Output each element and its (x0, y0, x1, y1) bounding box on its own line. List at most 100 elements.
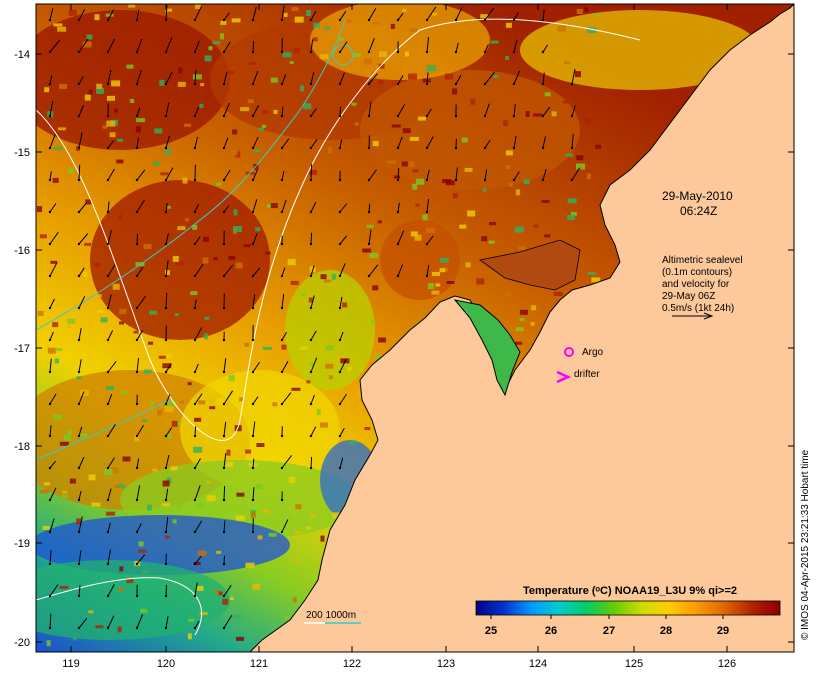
velocity-arrow (513, 135, 517, 149)
velocity-arrow (310, 357, 318, 373)
sst-pixel (50, 260, 58, 264)
velocity-arrow (107, 360, 117, 373)
velocity-arrow (310, 394, 315, 405)
sst-pixel (523, 179, 530, 185)
velocity-arrow-base (193, 50, 197, 54)
velocity-arrow (281, 106, 284, 117)
velocity-arrow (571, 167, 581, 181)
velocity-arrow (49, 203, 57, 213)
sst-pixel (290, 280, 299, 285)
velocity-arrow-base (48, 370, 52, 374)
velocity-arrow (368, 169, 377, 181)
velocity-arrow-base (77, 498, 81, 502)
sst-pixel (117, 626, 122, 633)
sst-pixel (248, 61, 256, 65)
velocity-arrow (49, 331, 54, 341)
sst-pixel (100, 317, 108, 323)
sst-pixel (94, 14, 100, 21)
velocity-arrow-base (222, 338, 226, 342)
velocity-arrow-base (77, 82, 81, 86)
velocity-arrow-base (309, 466, 313, 470)
velocity-arrow (107, 69, 112, 85)
sst-pixel (228, 375, 235, 382)
sst-pixel (493, 75, 499, 78)
velocity-arrow-base (193, 626, 197, 630)
sst-pixel (226, 71, 235, 75)
velocity-arrow-base (106, 274, 110, 278)
velocity-arrow (107, 549, 111, 565)
sst-pixel (177, 226, 186, 231)
velocity-arrow-base (280, 242, 284, 246)
velocity-arrow-base (164, 274, 168, 278)
velocity-arrow-base (106, 498, 110, 502)
velocity-arrows (48, 4, 581, 630)
velocity-arrow-base (280, 498, 284, 502)
velocity-arrow-base (367, 114, 371, 118)
sst-pixel (195, 504, 203, 507)
velocity-arrow-base (164, 594, 168, 598)
velocity-arrow-base (164, 530, 168, 534)
velocity-arrow-base (48, 50, 52, 54)
sst-pixel (95, 625, 104, 629)
velocity-arrow-base (193, 114, 197, 118)
sst-pixel (109, 132, 116, 138)
velocity-arrow (397, 136, 403, 149)
velocity-arrow (310, 201, 317, 213)
sst-pixel (177, 81, 186, 87)
sst-pixel (377, 220, 382, 224)
velocity-arrow (310, 10, 317, 21)
sst-pixel (175, 420, 181, 426)
velocity-arrow-base (251, 402, 255, 406)
velocity-arrow-base (48, 338, 52, 342)
sst-pixel (149, 310, 157, 315)
velocity-arrow (339, 296, 343, 309)
velocity-arrow-base (338, 50, 342, 54)
velocity-arrow-base (338, 178, 342, 182)
velocity-arrow (194, 327, 203, 341)
velocity-arrow-base (309, 18, 313, 22)
velocity-arrow (310, 456, 313, 469)
sst-pixel (564, 61, 571, 65)
velocity-arrow-base (135, 146, 139, 150)
velocity-arrow (194, 263, 204, 277)
lon-tick-label: 122 (343, 658, 361, 670)
sst-pixel (338, 37, 345, 41)
velocity-arrow-base (367, 242, 371, 246)
velocity-arrow-base (338, 306, 342, 310)
sst-pixel (79, 389, 89, 396)
sst-pixel (326, 345, 334, 351)
sst-pixel (174, 313, 179, 317)
velocity-arrow (310, 139, 318, 149)
lon-tick-label: 119 (62, 658, 80, 670)
sst-pixel (464, 167, 473, 172)
sst-pixel (270, 77, 278, 83)
velocity-arrow-base (135, 210, 139, 214)
velocity-arrow (252, 136, 259, 149)
velocity-arrow (136, 107, 141, 117)
velocity-arrow-base (48, 562, 52, 566)
sst-pixel (387, 160, 396, 164)
velocity-arrow (252, 105, 260, 117)
sst-pixel (162, 363, 172, 369)
sst-pixel (57, 127, 66, 131)
sst-pixel (129, 99, 135, 103)
velocity-arrow-base (106, 626, 110, 630)
sst-pixel (425, 228, 435, 233)
sst-pixel (481, 236, 488, 242)
velocity-arrow-base (541, 114, 545, 118)
sst-pixel (312, 37, 318, 42)
velocity-arrow-base (48, 146, 52, 150)
velocity-arrow (252, 487, 255, 501)
velocity-arrow (223, 12, 230, 21)
sst-pixel (308, 297, 313, 303)
velocity-arrow-base (367, 274, 371, 278)
sst-pixel (54, 358, 59, 364)
sst-pixel (52, 322, 59, 328)
velocity-arrow (223, 169, 231, 181)
sst-pixel (78, 433, 88, 438)
sst-pixel (584, 7, 589, 13)
velocity-arrow (165, 427, 173, 437)
velocity-arrow (223, 102, 230, 117)
sst-pixel (525, 111, 530, 117)
